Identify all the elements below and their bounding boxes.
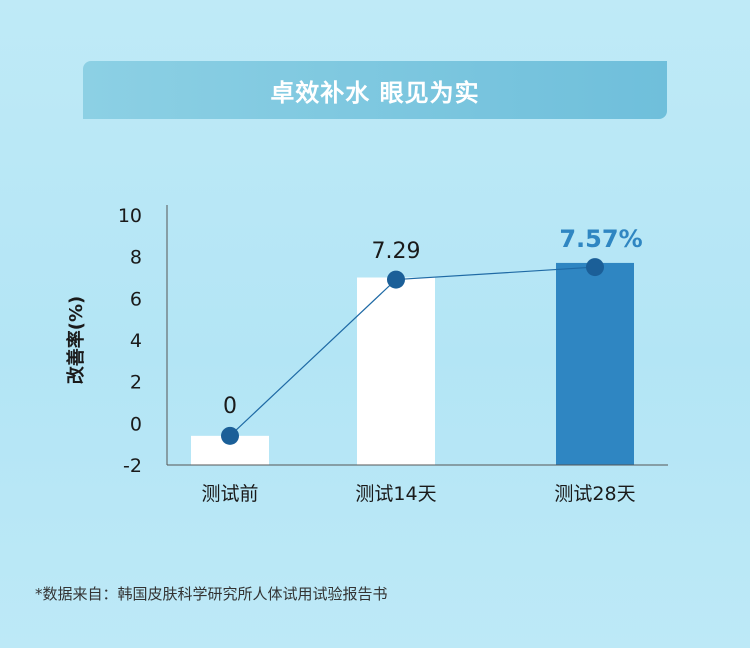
x-category-label: 测试14天 (355, 483, 436, 505)
data-point-1 (221, 426, 239, 445)
bar-3 (556, 262, 634, 465)
y-tick-label: 2 (130, 372, 142, 394)
y-axis-label: 改善率(%) (65, 296, 87, 385)
y-tick-label: 8 (130, 247, 142, 269)
banner-title: 卓效补水 眼见为实 (270, 78, 480, 107)
data-label-2: 7.29 (372, 239, 421, 264)
data-label-3: 7.57% (559, 225, 642, 253)
y-tick-label: 6 (130, 288, 142, 310)
y-tick-label: -2 (123, 455, 142, 477)
bar-2 (357, 277, 435, 465)
x-category-label: 测试前 (201, 483, 258, 505)
y-tick-label: 10 (118, 205, 142, 227)
title-banner: 卓效补水 眼见为实 (83, 61, 667, 119)
x-category-label: 测试28天 (554, 483, 635, 505)
data-point-3 (586, 258, 604, 277)
data-point-2 (387, 270, 405, 289)
y-tick-label: 0 (130, 413, 142, 435)
data-label-1: 0 (223, 394, 237, 419)
footnote: *数据来自：韩国皮肤科学研究所人体试用试验报告书 (35, 585, 388, 603)
y-tick-label: 4 (130, 330, 142, 352)
